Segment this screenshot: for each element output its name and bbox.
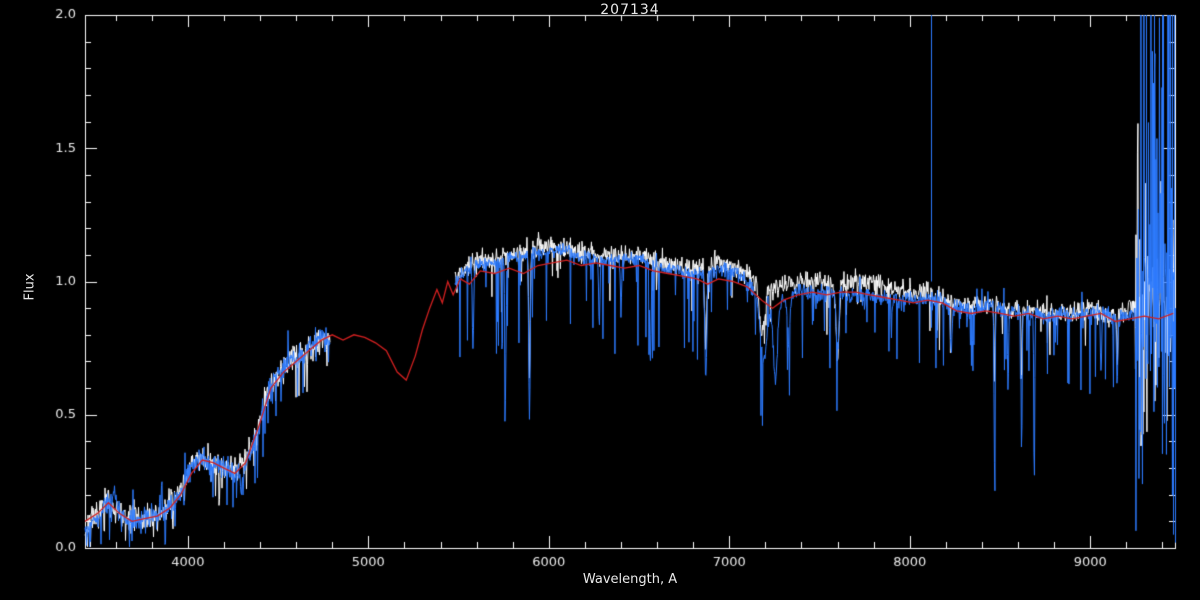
x-axis-label: Wavelength, A (582, 572, 678, 587)
plot-title: 207134 (600, 2, 660, 18)
y-axis-label: Flux (22, 273, 38, 301)
